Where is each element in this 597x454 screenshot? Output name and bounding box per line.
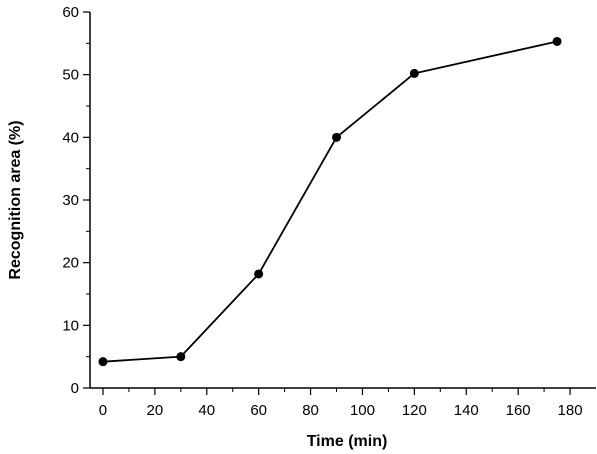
x-tick-label: 180 [558,402,583,419]
series-layer [98,36,562,367]
x-tick-label: 140 [454,402,479,419]
y-tick-label: 30 [62,192,79,209]
plot-frame [89,12,596,389]
x-tick-label: 60 [250,402,267,419]
y-tick-label: 20 [62,255,79,272]
x-tick-label: 160 [506,402,531,419]
y-tick-label: 60 [62,4,79,21]
data-point [332,132,342,142]
y-tick-label: 40 [62,129,79,146]
x-axis-ticks: 0 20 40 60 80 100 120 140 160 180 [99,388,583,419]
y-tick-label: 50 [62,67,79,84]
x-tick-label: 100 [350,402,375,419]
y-tick-label: 0 [71,380,79,397]
y-axis-ticks: 0 10 20 30 40 50 60 [62,4,90,397]
x-tick-label: 120 [402,402,427,419]
data-point [254,269,264,279]
x-axis-title: Time (min) [307,433,388,450]
series-line [102,40,558,363]
x-tick-label: 80 [302,402,319,419]
data-point [409,68,419,78]
y-tick-label: 10 [62,317,79,334]
data-point [98,357,108,367]
x-tick-label: 40 [198,402,215,419]
x-tick-label: 0 [99,402,107,419]
x-tick-label: 20 [147,402,164,419]
y-axis-title: Recognition area (%) [7,120,24,279]
data-point [176,352,186,362]
data-point [552,36,562,46]
